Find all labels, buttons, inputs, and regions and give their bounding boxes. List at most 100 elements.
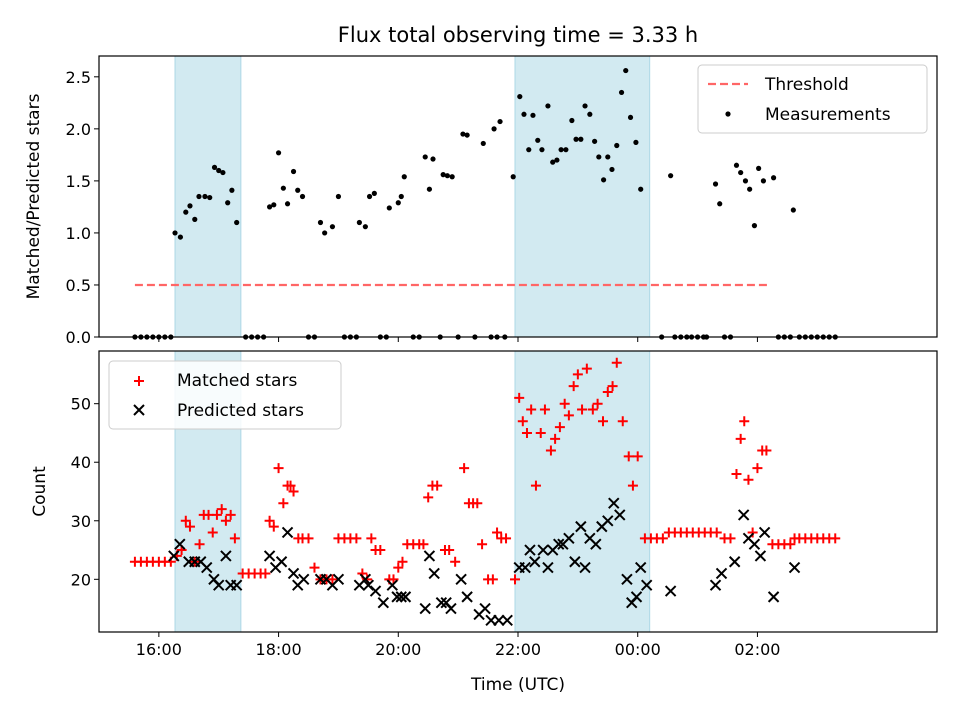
- predicted-star-point: [263, 550, 276, 562]
- measurement-point: [430, 156, 436, 162]
- legend-label-matched: Matched stars: [177, 371, 297, 391]
- measurement-point: [605, 154, 611, 160]
- measurement-point: [573, 136, 579, 142]
- predicted-star-point: [767, 591, 780, 603]
- measurement-point: [284, 201, 291, 207]
- predicted-star-point: [287, 567, 300, 580]
- legend: Threshold Measurements: [697, 64, 928, 134]
- matched-star-point: [184, 521, 195, 532]
- matched-star-point: [180, 515, 191, 526]
- matched-star-point: [761, 445, 772, 456]
- shaded-window: [514, 55, 651, 338]
- matched-star-point: [526, 404, 537, 415]
- predicted-star-point: [298, 573, 310, 586]
- predicted-star-point: [634, 561, 647, 574]
- predicted-star-point: [552, 538, 565, 550]
- predicted-star-point: [737, 509, 750, 521]
- measurement-point: [234, 219, 240, 226]
- measurement-point: [322, 230, 328, 236]
- measurement-point: [539, 147, 545, 153]
- measurement-point: [440, 172, 446, 178]
- matched-star-point: [563, 410, 574, 421]
- matched-star-point: [785, 539, 796, 550]
- measurement-point: [569, 117, 575, 124]
- measurement-point: [738, 169, 744, 176]
- matched-star-point: [327, 574, 338, 585]
- matched-star-point: [303, 533, 314, 544]
- legend-label-threshold: Threshold: [764, 75, 849, 95]
- legend-label-predicted: Predicted stars: [177, 401, 304, 421]
- measurement-point: [295, 187, 301, 193]
- y-tick-label: 1.5: [66, 172, 91, 191]
- predicted-star-point: [428, 567, 440, 580]
- chart-title: Flux total observing time = 3.33 h: [338, 23, 698, 47]
- matched-star-point: [216, 504, 227, 515]
- measurement-point: [401, 174, 407, 180]
- measurement-point: [266, 204, 273, 210]
- matched-star-point: [501, 533, 512, 544]
- matched-star-point: [602, 386, 613, 397]
- measurement-point: [623, 67, 629, 74]
- matched-star-point: [268, 521, 279, 532]
- measurement-point: [638, 186, 644, 192]
- measurement-point: [362, 224, 368, 230]
- panel-count: 20 30 40 50 16:00 18:00 20:00 22:00 00:00 02:00 Co…: [30, 350, 938, 695]
- matched-star-point: [260, 568, 271, 579]
- predicted-star-point: [359, 573, 372, 586]
- measurement-point: [733, 162, 740, 168]
- measurement-point: [712, 181, 719, 187]
- measurement-point: [747, 186, 753, 192]
- measurement-point: [614, 142, 620, 149]
- measurement-point: [592, 138, 598, 144]
- matched-star-point: [747, 527, 758, 538]
- y-tick-label: 0.0: [66, 328, 91, 347]
- measurement-point: [751, 223, 758, 229]
- measurement-point: [756, 165, 762, 171]
- matched-star-point: [577, 404, 588, 415]
- matched-star-point: [530, 480, 541, 491]
- measurement-point: [422, 154, 428, 160]
- matched-star-point: [514, 392, 525, 403]
- predicted-star-point: [332, 573, 345, 586]
- matched-star-point: [477, 539, 488, 550]
- predicted-star-point: [608, 497, 620, 509]
- x-tick-label: 22:00: [495, 640, 541, 659]
- measurement-point: [229, 187, 235, 193]
- measurement-point: [216, 167, 222, 174]
- matched-star-point: [632, 451, 643, 462]
- matched-star-point: [393, 562, 404, 573]
- x-tick-label: 18:00: [256, 640, 302, 659]
- predicted-star-point: [445, 602, 457, 615]
- measurement-point: [600, 177, 607, 183]
- predicted-star-point: [435, 597, 448, 609]
- matched-star-point: [617, 416, 628, 427]
- measurement-point: [356, 219, 362, 226]
- matched-star-point: [423, 492, 434, 503]
- y-axis-label: Matched/Predicted stars: [24, 93, 44, 299]
- legend-label-measurements: Measurements: [765, 105, 891, 125]
- measurement-point: [335, 193, 342, 200]
- predicted-star-point: [230, 579, 243, 591]
- predicted-star-point: [281, 526, 294, 539]
- predicted-star-point: [754, 550, 767, 562]
- predicted-star-point: [715, 567, 728, 580]
- matched-star-point: [535, 427, 546, 438]
- measurement-point: [578, 136, 584, 142]
- predicted-star-point: [419, 602, 431, 615]
- x-tick-label: 20:00: [375, 640, 421, 659]
- measurement-point: [460, 131, 466, 137]
- measurement-point: [554, 157, 560, 163]
- measurement-point: [196, 193, 202, 200]
- matched-star-point: [587, 404, 598, 415]
- measurement-point: [172, 230, 178, 236]
- measurement-point: [386, 205, 392, 211]
- measurement-point: [717, 201, 723, 207]
- matched-star-point: [743, 474, 754, 485]
- matched-star-point: [545, 445, 556, 456]
- predicted-star-point: [213, 579, 225, 591]
- measurement-point: [535, 137, 541, 143]
- predicted-star-point: [728, 556, 741, 568]
- matched-star-point: [554, 422, 565, 433]
- matched-star-point: [735, 433, 746, 444]
- measurement-point: [207, 194, 213, 201]
